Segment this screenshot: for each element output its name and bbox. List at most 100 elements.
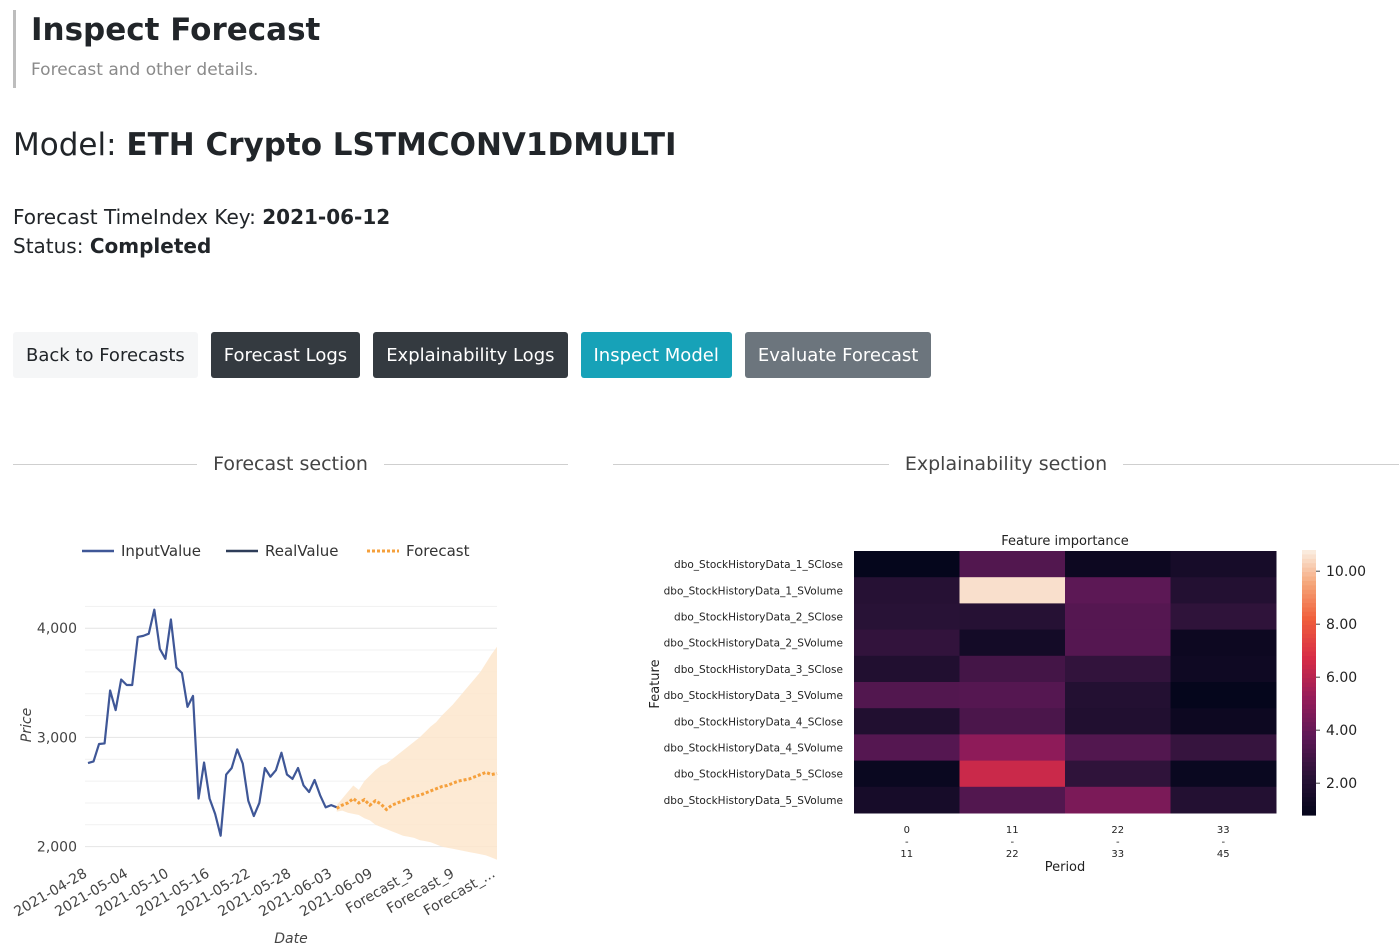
heatmap-cell[interactable] (1170, 655, 1277, 683)
divider-line (613, 463, 889, 465)
heatmap-cell[interactable] (959, 708, 1066, 735)
colorbar-segment (1302, 620, 1316, 626)
heatmap-cell[interactable] (854, 603, 960, 631)
colorbar-segment (1302, 673, 1316, 679)
colorbar-segment (1302, 611, 1316, 617)
input-value-line (87, 608, 338, 837)
heatmap-cell[interactable] (1170, 786, 1277, 814)
heatmap-cell[interactable] (1065, 551, 1171, 578)
heatmap-cell[interactable] (1170, 629, 1277, 657)
x-axis-label: Date (274, 931, 307, 947)
forecast-confidence-band (336, 646, 497, 860)
colorbar-segment (1302, 633, 1316, 639)
status-line: Status: Completed (13, 232, 390, 261)
heatmap-cell[interactable] (1065, 734, 1171, 762)
colorbar-segment (1302, 656, 1316, 662)
heatmap-cell[interactable] (959, 682, 1066, 709)
heatmap-cell[interactable] (959, 760, 1066, 788)
heatmap-cell[interactable] (854, 734, 960, 762)
action-buttons: Back to Forecasts Forecast Logs Explaina… (13, 332, 932, 378)
heatmap-cell[interactable] (1065, 760, 1171, 788)
heatmap-cell[interactable] (854, 551, 960, 578)
colorbar-segment (1302, 598, 1316, 604)
colorbar-segment (1302, 788, 1316, 794)
back-to-forecasts-button[interactable]: Back to Forecasts (13, 332, 198, 378)
heatmap-cell[interactable] (959, 577, 1066, 604)
colorbar-segment (1302, 563, 1316, 569)
heatmap-cell[interactable] (1170, 551, 1277, 578)
heatmap-cell[interactable] (1170, 577, 1277, 604)
heatmap-cell[interactable] (959, 786, 1066, 814)
heatmap-cell[interactable] (959, 603, 1066, 631)
page-header: Inspect Forecast Forecast and other deta… (13, 10, 320, 88)
heatmap-col-label-bottom: 45 (1217, 849, 1230, 860)
heatmap-cell[interactable] (1170, 708, 1277, 735)
colorbar-segment (1302, 775, 1316, 781)
forecast-line (335, 770, 498, 812)
colorbar-segment (1302, 607, 1316, 613)
colorbar-segment (1302, 766, 1316, 772)
feature-importance-heatmap[interactable]: Feature importance dbo_StockHistoryData_… (640, 527, 1399, 887)
heatmap-row-label: dbo_StockHistoryData_5_SClose (674, 769, 843, 781)
legend-item[interactable]: Forecast (367, 542, 470, 560)
inspect-model-button[interactable]: Inspect Model (580, 332, 732, 378)
colorbar-segment (1302, 576, 1316, 582)
evaluate-forecast-button[interactable]: Evaluate Forecast (744, 332, 932, 378)
heatmap-col-label-top: 22 (1111, 825, 1124, 836)
legend-item[interactable]: InputValue (82, 542, 201, 560)
heatmap-row-label: dbo_StockHistoryData_4_SClose (674, 716, 843, 728)
heatmap-cell[interactable] (1065, 655, 1171, 683)
colorbar-tick-label: 8.00 (1326, 617, 1357, 633)
heatmap-cell[interactable] (1065, 629, 1171, 657)
heatmap-cell[interactable] (854, 760, 960, 788)
heatmap-col-label-sep: - (905, 837, 909, 848)
heatmap-cell[interactable] (1065, 577, 1171, 604)
heatmap-cell[interactable] (1065, 682, 1171, 709)
heatmap-cell[interactable] (854, 708, 960, 735)
colorbar-segment (1302, 572, 1316, 578)
timeindex-label: Forecast TimeIndex Key: (13, 205, 256, 229)
forecast-logs-button[interactable]: Forecast Logs (210, 332, 361, 378)
colorbar-segment (1302, 664, 1316, 670)
colorbar-segment (1302, 726, 1316, 732)
explainability-section-divider: Explainability section (613, 453, 1399, 475)
colorbar-segment (1302, 792, 1316, 798)
y-tick-label: 2,000 (37, 840, 77, 856)
explainability-logs-button[interactable]: Explainability Logs (373, 332, 568, 378)
heatmap-x-axis-label: Period (1045, 860, 1086, 875)
colorbar-segment (1302, 651, 1316, 657)
heatmap-cell[interactable] (1170, 734, 1277, 762)
heatmap-cell[interactable] (1065, 708, 1171, 735)
colorbar-segment (1302, 660, 1316, 666)
y-tick-label: 3,000 (37, 730, 77, 746)
heatmap-cell[interactable] (959, 551, 1066, 578)
heatmap-cell[interactable] (854, 629, 960, 657)
heatmap-cell[interactable] (1170, 760, 1277, 788)
heatmap-cell[interactable] (854, 786, 960, 814)
colorbar-segment (1302, 748, 1316, 754)
heatmap-cell[interactable] (959, 655, 1066, 683)
heatmap-cell[interactable] (959, 734, 1066, 762)
colorbar-segment (1302, 797, 1316, 803)
model-label: Model: (13, 127, 117, 163)
colorbar-tick-label: 2.00 (1326, 776, 1357, 792)
explainability-section-title: Explainability section (904, 453, 1108, 475)
forecast-section-title: Forecast section (213, 453, 368, 475)
legend-item[interactable]: RealValue (226, 542, 339, 560)
colorbar-segment (1302, 731, 1316, 737)
heatmap-cell[interactable] (1170, 603, 1277, 631)
colorbar-segment (1302, 585, 1316, 591)
heatmap-col-label-sep: - (1221, 837, 1225, 848)
heatmap-cell[interactable] (1065, 603, 1171, 631)
heatmap-cell[interactable] (854, 577, 960, 604)
heatmap-cell[interactable] (854, 682, 960, 709)
colorbar-segment (1302, 638, 1316, 644)
colorbar-segment (1302, 669, 1316, 675)
colorbar-segment (1302, 810, 1316, 816)
heatmap-cell[interactable] (1065, 786, 1171, 814)
heatmap-cell[interactable] (959, 629, 1066, 657)
heatmap-cell[interactable] (854, 655, 960, 683)
heatmap-row-label: dbo_StockHistoryData_1_SVolume (664, 585, 843, 597)
heatmap-cell[interactable] (1170, 682, 1277, 709)
